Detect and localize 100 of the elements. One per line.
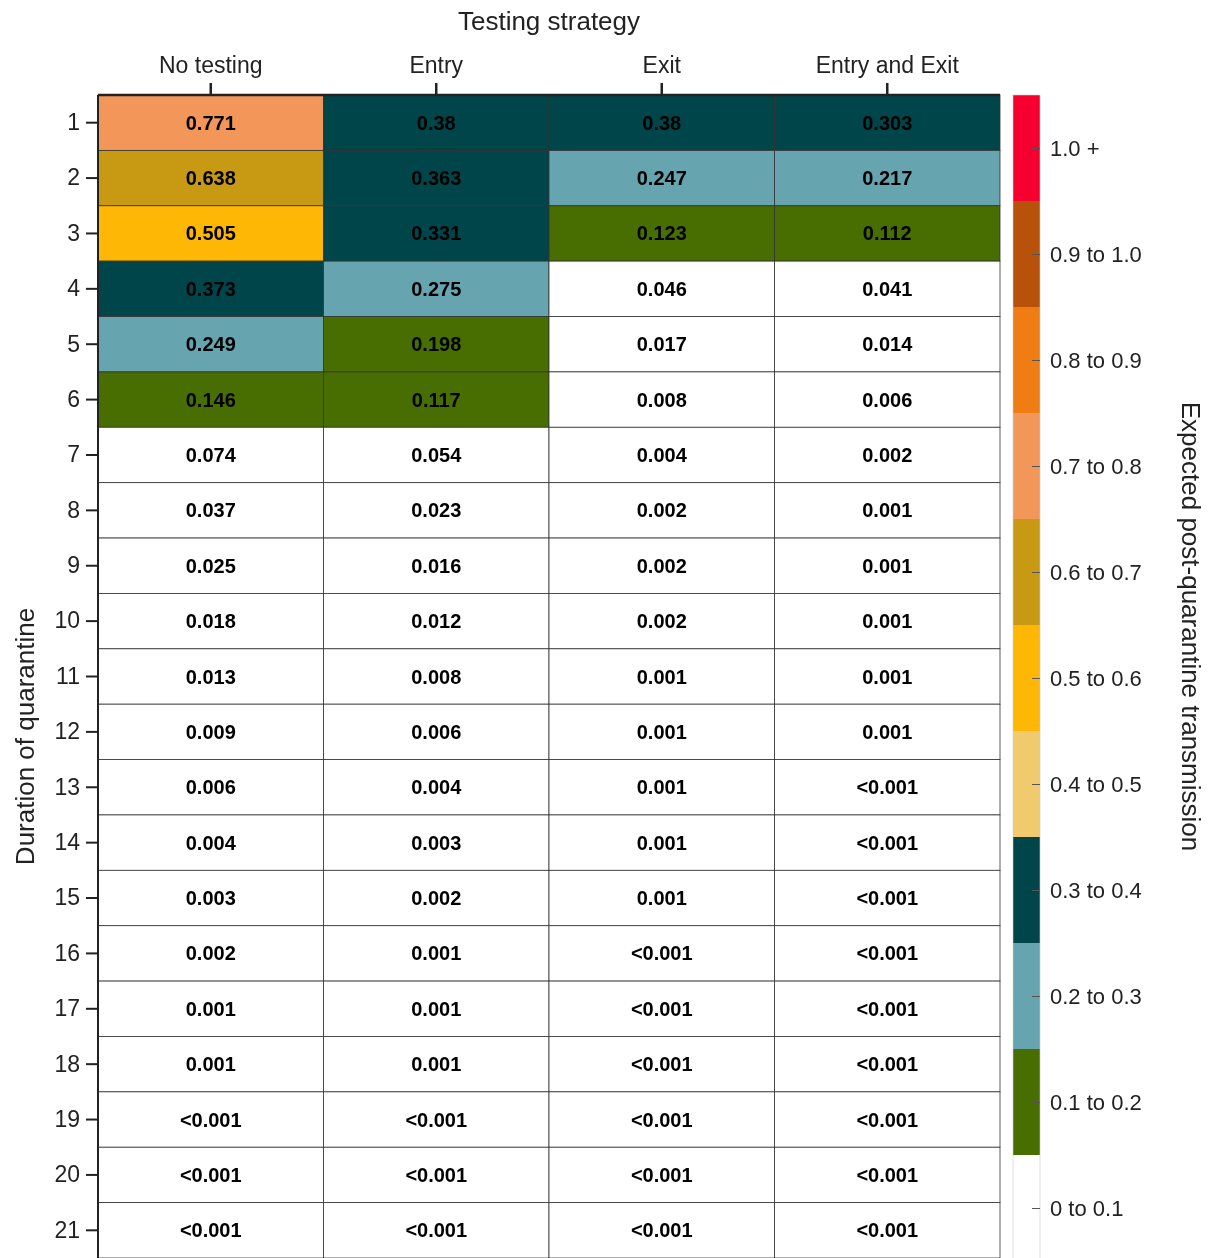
data-label: 0.046 xyxy=(636,277,687,300)
data-label: <0.001 xyxy=(856,831,919,854)
data-label: 0.023 xyxy=(411,499,462,522)
data-label: 0.363 xyxy=(411,167,462,190)
data-label: 0.002 xyxy=(636,499,687,522)
data-label: <0.001 xyxy=(630,942,693,965)
data-label: 0.018 xyxy=(185,610,236,633)
x-tick-label: Entry and Exit xyxy=(815,52,960,78)
data-label: 0.38 xyxy=(642,111,682,134)
color-bar-label: 0.2 to 0.3 xyxy=(1050,983,1142,1009)
data-label: <0.001 xyxy=(179,1108,242,1131)
data-label: 0.014 xyxy=(862,333,914,356)
data-label: <0.001 xyxy=(856,997,919,1020)
data-label: 0.112 xyxy=(862,222,912,245)
y-tick-label: 14 xyxy=(54,829,81,855)
data-label: <0.001 xyxy=(405,1108,468,1131)
data-label: 0.012 xyxy=(411,610,462,633)
data-label: 0.002 xyxy=(185,942,236,965)
data-label: 0.331 xyxy=(411,222,462,245)
data-label: 0.638 xyxy=(185,167,236,190)
data-label: <0.001 xyxy=(630,997,693,1020)
data-label: 0.505 xyxy=(185,222,236,245)
x-tick-label: No testing xyxy=(158,52,263,78)
data-label: 0.001 xyxy=(411,942,462,965)
data-label: 0.016 xyxy=(411,554,462,577)
data-label: <0.001 xyxy=(630,1219,693,1242)
data-label: 0.074 xyxy=(185,443,237,466)
data-label: 0.013 xyxy=(185,665,236,688)
data-label: <0.001 xyxy=(856,1163,919,1186)
data-label: 0.247 xyxy=(636,167,687,190)
y-axis-title: Duration of quarantine xyxy=(10,607,40,866)
data-label: 0.001 xyxy=(636,887,687,910)
chart-title: Testing strategy xyxy=(457,6,641,36)
y-tick-label: 18 xyxy=(54,1050,80,1077)
data-label: 0.001 xyxy=(636,831,687,854)
color-bar-label: 0.1 to 0.2 xyxy=(1050,1089,1142,1115)
color-bar-label: 0.5 to 0.6 xyxy=(1050,665,1142,691)
data-label: 0.001 xyxy=(862,665,913,688)
data-label: 0.001 xyxy=(862,720,913,743)
data-label: 0.275 xyxy=(411,277,462,300)
data-label: 0.198 xyxy=(411,333,462,356)
data-label: 0.002 xyxy=(636,554,687,577)
data-label: 0.004 xyxy=(411,776,463,799)
data-label: 0.003 xyxy=(411,831,462,854)
data-label: 0.001 xyxy=(862,499,913,522)
color-bar-label: 0 to 0.1 xyxy=(1050,1195,1124,1221)
y-tick-label: 13 xyxy=(54,773,80,800)
data-label: <0.001 xyxy=(179,1163,242,1186)
data-label: 0.217 xyxy=(862,167,913,190)
data-label: 0.041 xyxy=(862,277,913,300)
data-label: 0.117 xyxy=(411,388,461,411)
data-label: 0.001 xyxy=(636,776,687,799)
data-label: 0.001 xyxy=(636,720,687,743)
color-bar-label: 1.0 + xyxy=(1050,135,1100,161)
x-tick-label: Entry xyxy=(409,52,464,78)
y-tick-label: 17 xyxy=(54,995,80,1022)
y-tick-label: 16 xyxy=(54,939,80,966)
x-tick-label: Exit xyxy=(642,52,682,78)
data-label: 0.008 xyxy=(636,388,687,411)
data-label: 0.004 xyxy=(185,831,237,854)
data-label: <0.001 xyxy=(856,1219,919,1242)
data-label: <0.001 xyxy=(856,887,919,910)
data-label: 0.123 xyxy=(636,222,687,245)
data-label: 0.006 xyxy=(185,776,236,799)
color-bar-title: Expected post-quarantine transmission xyxy=(1176,401,1206,852)
data-label: 0.002 xyxy=(636,610,687,633)
y-tick-label: 20 xyxy=(54,1161,80,1188)
data-label: 0.037 xyxy=(185,499,236,522)
y-tick-label: 2 xyxy=(67,164,80,191)
color-bar-label: 0.4 to 0.5 xyxy=(1050,771,1142,797)
data-label: 0.001 xyxy=(185,997,236,1020)
data-label: <0.001 xyxy=(856,776,919,799)
data-label: 0.008 xyxy=(411,665,462,688)
data-label: <0.001 xyxy=(405,1219,468,1242)
y-tick-label: 19 xyxy=(54,1105,80,1132)
color-bar-label: 0.8 to 0.9 xyxy=(1050,347,1142,373)
data-label: <0.001 xyxy=(856,942,919,965)
data-label: 0.025 xyxy=(185,554,236,577)
data-label: <0.001 xyxy=(179,1219,242,1242)
data-label: <0.001 xyxy=(856,1053,919,1076)
y-tick-label: 6 xyxy=(67,385,80,412)
data-label: 0.002 xyxy=(411,887,462,910)
data-label: 0.001 xyxy=(862,610,913,633)
data-label: <0.001 xyxy=(405,1163,468,1186)
data-label: 0.002 xyxy=(862,443,913,466)
y-tick-label: 12 xyxy=(54,718,80,745)
data-label: 0.006 xyxy=(862,388,913,411)
y-tick-label: 5 xyxy=(67,330,80,357)
data-label: 0.006 xyxy=(411,720,462,743)
data-label: 0.303 xyxy=(862,111,913,134)
data-label: 0.003 xyxy=(185,887,236,910)
color-bar-label: 0.3 to 0.4 xyxy=(1050,877,1142,903)
y-tick-label: 1 xyxy=(67,109,80,136)
data-label: 0.373 xyxy=(185,277,236,300)
data-label: 0.146 xyxy=(185,388,236,411)
y-tick-label: 11 xyxy=(56,662,80,689)
y-tick-label: 8 xyxy=(67,496,80,523)
color-bar-label: 0.6 to 0.7 xyxy=(1050,559,1142,585)
data-label: <0.001 xyxy=(630,1163,693,1186)
y-tick-label: 10 xyxy=(54,607,80,634)
